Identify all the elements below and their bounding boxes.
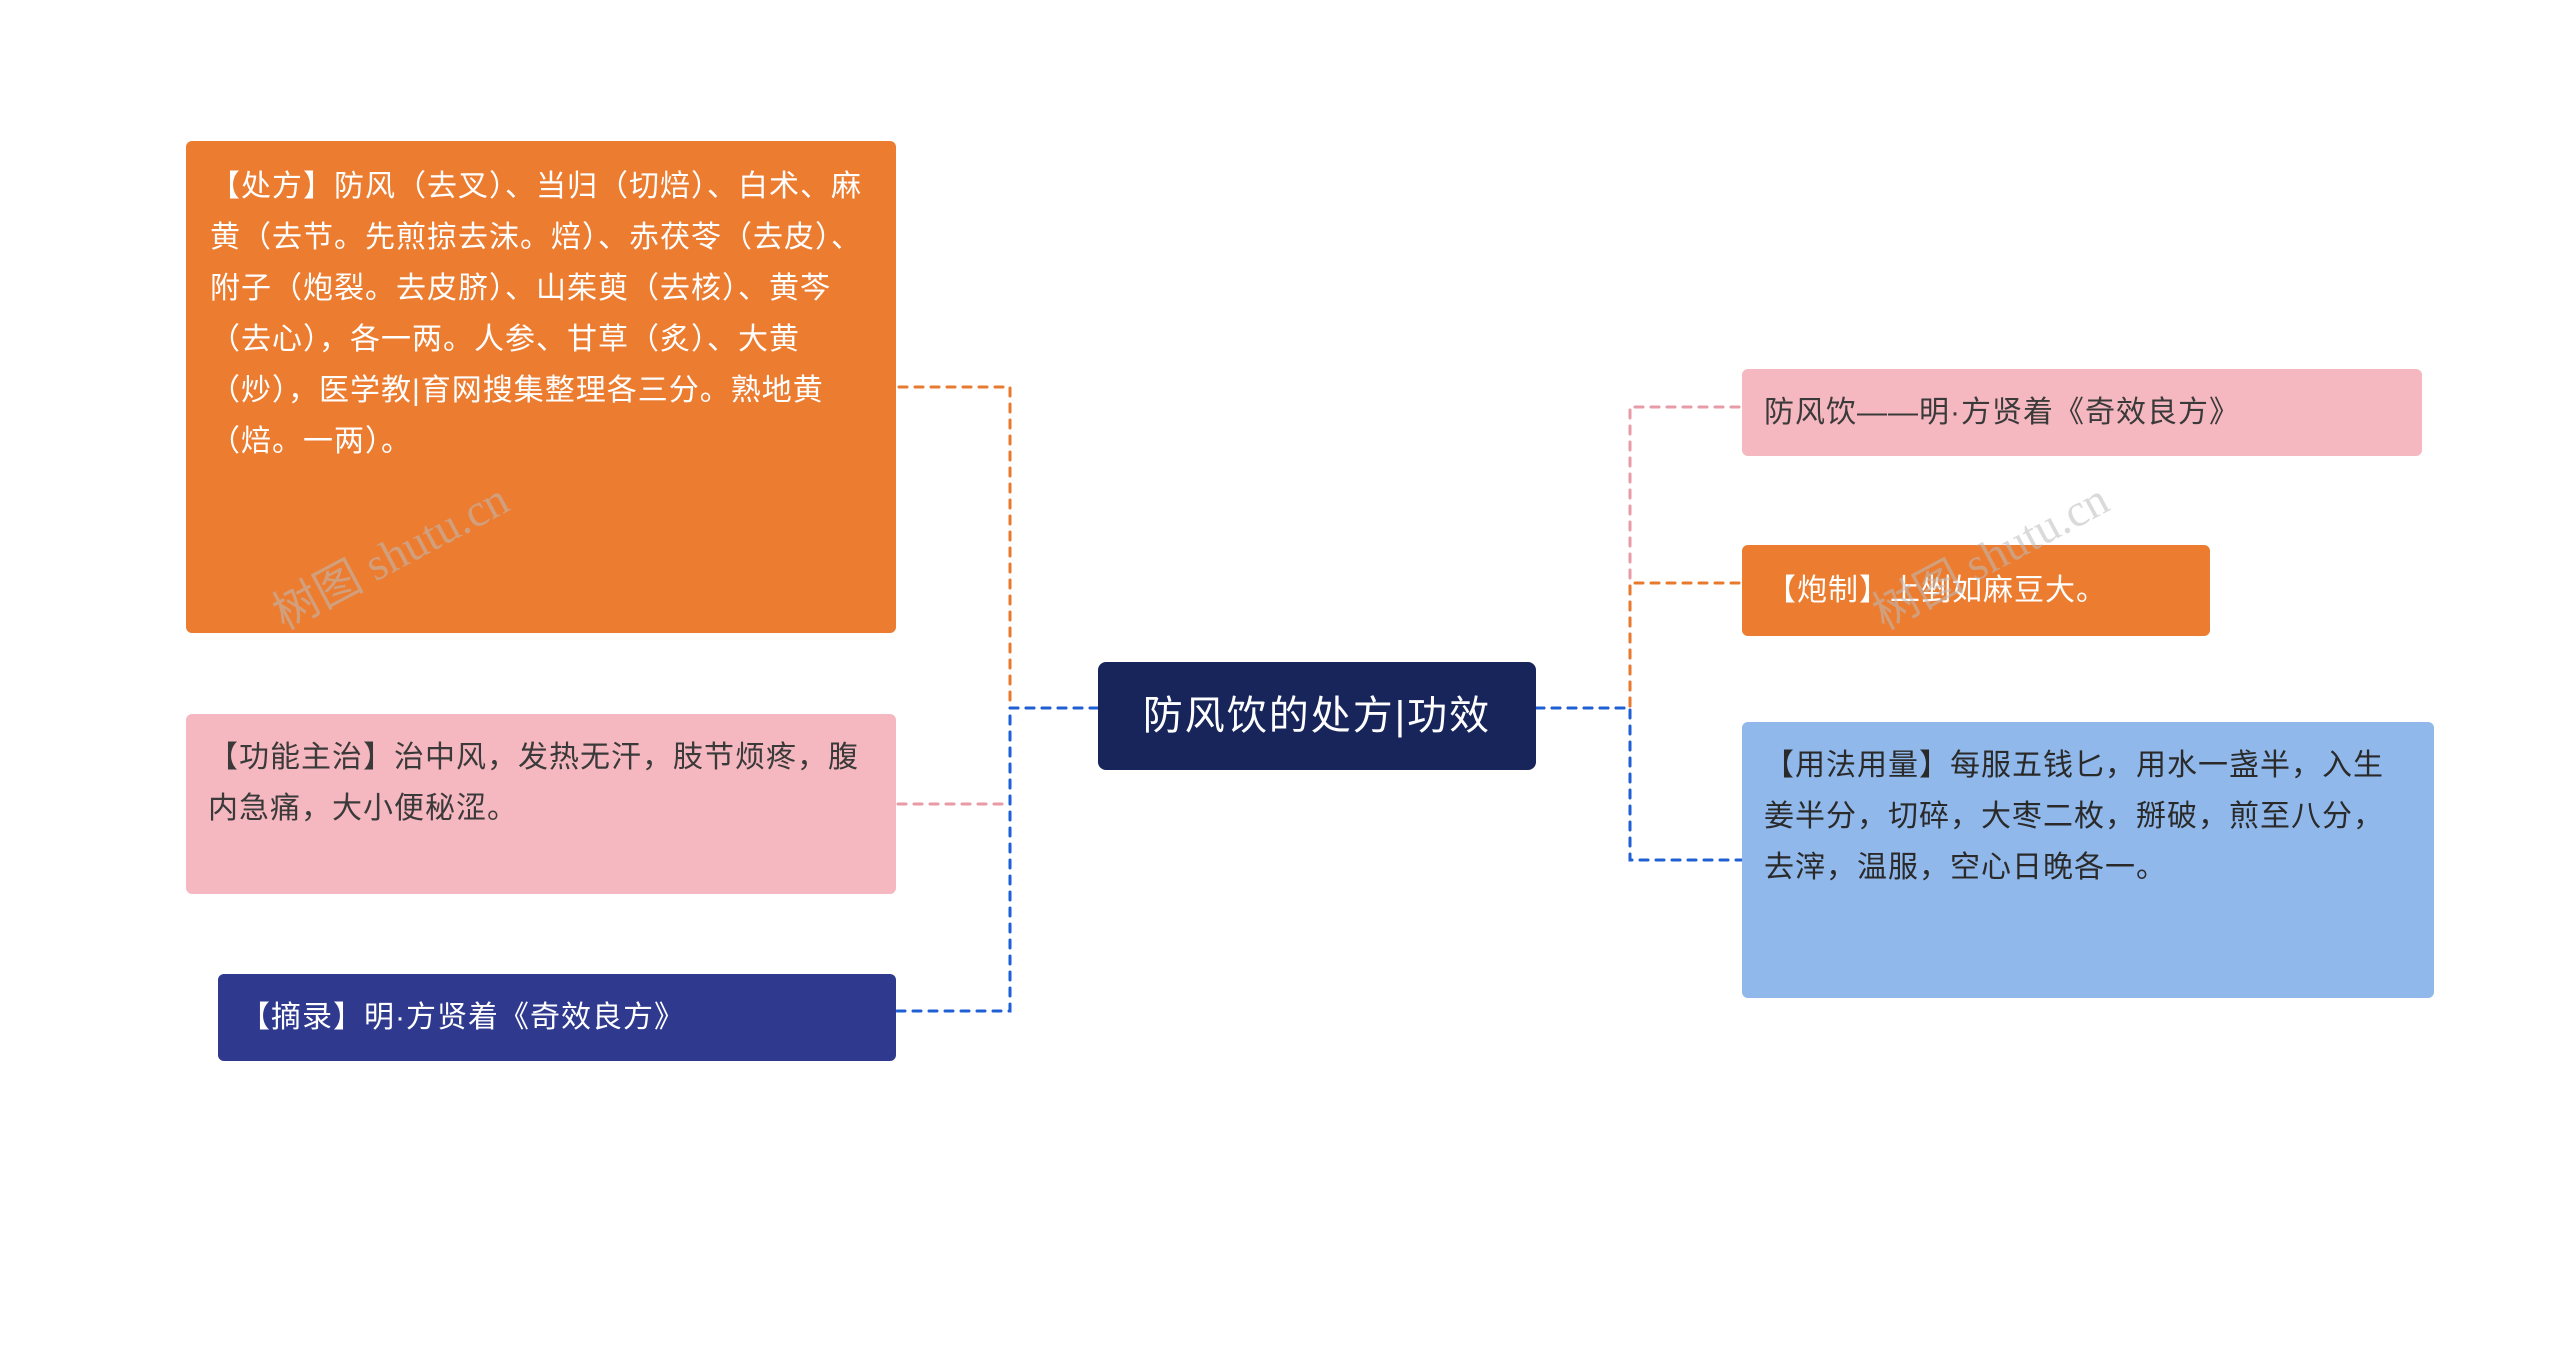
node-processing: 【炮制】上剉如麻豆大。: [1742, 545, 2210, 636]
node-source: 防风饮——明·方贤着《奇效良方》: [1742, 369, 2422, 456]
node-prescription: 【处方】防风（去叉）、当归（切焙）、白术、麻黄（去节。先煎掠去沫。焙）、赤茯苓（…: [186, 141, 896, 633]
node-processing-text: 【炮制】上剉如麻豆大。: [1766, 574, 2107, 607]
node-usage: 【用法用量】每服五钱匕，用水一盏半，入生姜半分，切碎，大枣二枚，掰破，煎至八分，…: [1742, 722, 2434, 998]
node-excerpt: 【摘录】明·方贤着《奇效良方》: [218, 974, 896, 1061]
node-source-text: 防风饮——明·方贤着《奇效良方》: [1764, 396, 2240, 429]
node-prescription-text: 【处方】防风（去叉）、当归（切焙）、白术、麻黄（去节。先煎掠去沫。焙）、赤茯苓（…: [210, 170, 862, 458]
center-node-label: 防风饮的处方|功效: [1143, 682, 1491, 750]
node-indications: 【功能主治】治中风，发热无汗，肢节烦疼，腹内急痛，大小便秘涩。: [186, 714, 896, 894]
node-indications-text: 【功能主治】治中风，发热无汗，肢节烦疼，腹内急痛，大小便秘涩。: [208, 741, 859, 825]
node-usage-text: 【用法用量】每服五钱匕，用水一盏半，入生姜半分，切碎，大枣二枚，掰破，煎至八分，…: [1764, 749, 2384, 884]
node-excerpt-text: 【摘录】明·方贤着《奇效良方》: [240, 1001, 685, 1034]
center-node: 防风饮的处方|功效: [1098, 662, 1536, 770]
